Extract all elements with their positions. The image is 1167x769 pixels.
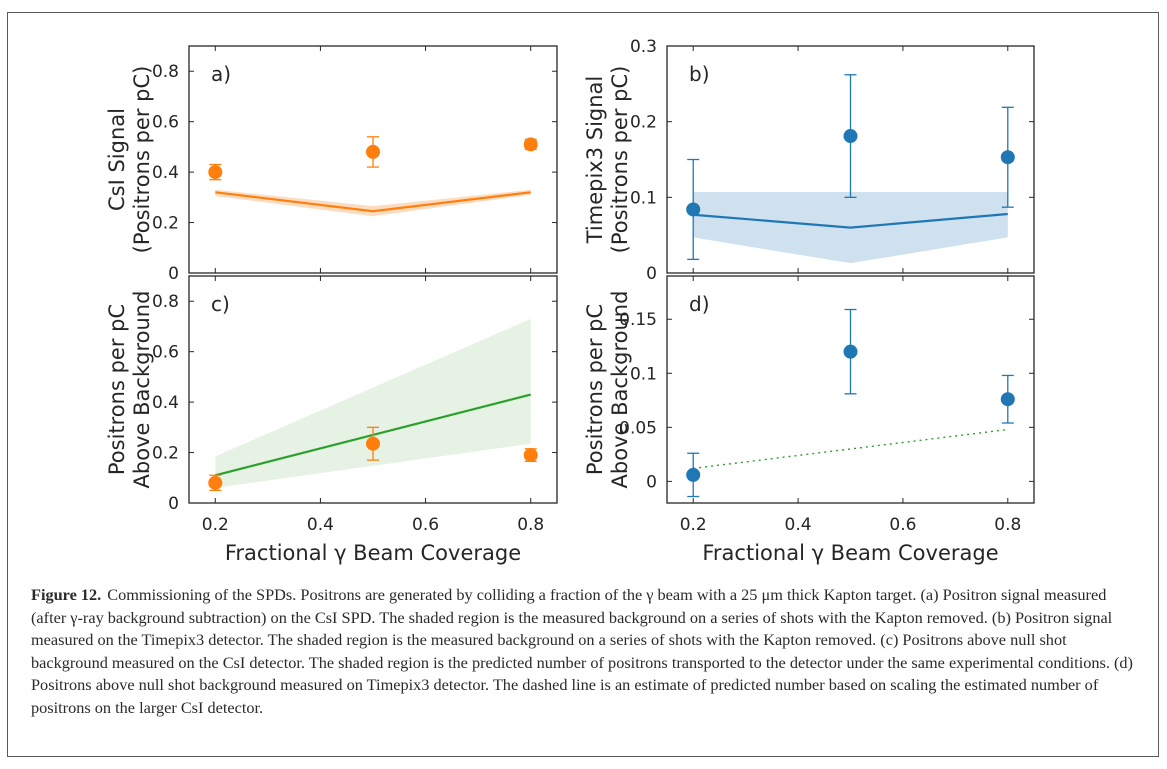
- panel-b-ytick-label: 0: [646, 264, 657, 284]
- panel-c-ytick-label: 0: [168, 494, 179, 514]
- panel-a-ylabel-line: CsI Signal: [105, 108, 129, 211]
- panel-b-data-point: [1000, 150, 1015, 165]
- panel-a-ytick-label: 0.4: [152, 163, 179, 183]
- panel-c-ytick-label: 0.6: [152, 343, 179, 363]
- panel-d-xtick-label: 0.6: [889, 515, 916, 535]
- panel-b-axes: [666, 45, 1035, 274]
- caption-text: Commissioning of the SPDs. Positrons are…: [31, 585, 1133, 717]
- panel-c-axes: [188, 275, 558, 504]
- panel-a-data-point: [523, 137, 538, 152]
- figure-caption: Figure 12. Commissioning of the SPDs. Pos…: [31, 584, 1141, 719]
- panel-b-ylabel-line: Timepix3 Signal: [583, 76, 607, 245]
- panel-d-model-line: [693, 428, 1008, 470]
- panel-d-ylabel-line: Above Background: [608, 291, 632, 489]
- panel-d-data-point: [1000, 392, 1015, 407]
- panel-b-label: b): [689, 62, 710, 86]
- panel-b-data-point: [843, 129, 858, 144]
- panel-b-data-point: [686, 202, 701, 217]
- panel-b-ylabel-line: (Positrons per pC): [608, 66, 632, 254]
- panel-d-xtick-label: 0.4: [785, 515, 812, 535]
- figure-frame: [7, 12, 1159, 757]
- panel-a-model-line: [215, 191, 531, 213]
- figure-plots: 00.20.40.60.8 a)CsI Signal (Positrons per …: [105, 37, 1035, 565]
- panel-a-ytick-label: 0.6: [152, 113, 179, 133]
- caption-label: Figure 12.: [31, 585, 102, 604]
- panel-a-ytick-label: 0: [168, 264, 179, 284]
- panel-b-ytick-label: 0.3: [630, 37, 657, 57]
- panel-d-xtick-label: 0.2: [680, 515, 707, 535]
- panel-d-ytick-label: 0.15: [619, 310, 657, 330]
- panel-a-data-point: [208, 165, 223, 180]
- panel-c-xlabel: Fractional γ Beam Coverage: [225, 541, 521, 565]
- panel-c-xtick-label: 0.6: [412, 515, 439, 535]
- panel-d-xlabel: Fractional γ Beam Coverage: [702, 541, 998, 565]
- panel-c-ytick-label: 0.2: [152, 444, 179, 464]
- panel-a-axes: [188, 45, 558, 274]
- panel-b-ytick-label: 0.1: [630, 188, 657, 208]
- panel-c-xtick-label: 0.2: [202, 515, 229, 535]
- panel-c-ylabel-line: Positrons per pC: [105, 304, 129, 475]
- panel-d-ytick-label: 0: [646, 472, 657, 492]
- panel-c-ytick-label: 0.4: [152, 393, 179, 413]
- panel-c-data-point: [523, 448, 538, 463]
- panel-c-data-point: [208, 475, 223, 490]
- panel-d-xtick-label: 0.8: [994, 515, 1021, 535]
- panel-b-model-line: [693, 212, 1008, 229]
- panel-c-ylabel-line: Above Background: [130, 291, 154, 489]
- panel-d-ylabel-line: Positrons per pC: [583, 304, 607, 475]
- panel-d-ytick-label: 0.1: [630, 364, 657, 384]
- panel-a-ytick-label: 0.8: [152, 62, 179, 82]
- panel-d-axes: [666, 275, 1035, 504]
- panel-c-xtick-label: 0.4: [307, 515, 334, 535]
- panel-b-ytick-label: 0.2: [630, 113, 657, 133]
- panel-a-ylabel-line: (Positrons per pC): [130, 66, 154, 254]
- panel-c-label: c): [211, 292, 230, 316]
- panel-a-data-point: [366, 144, 380, 159]
- panel-d-data-point: [843, 344, 858, 359]
- panel-d-ytick-label: 0.05: [619, 418, 657, 438]
- panel-c-ytick-label: 0.8: [152, 292, 179, 312]
- panel-c-band: [215, 318, 531, 488]
- panel-c-xtick-label: 0.8: [517, 515, 544, 535]
- panel-c-data-point: [366, 436, 380, 451]
- panel-a-ytick-label: 0.2: [152, 214, 179, 234]
- panel-d-label: d): [689, 292, 710, 316]
- panel-d-data-point: [686, 467, 701, 482]
- panel-a-label: a): [211, 62, 231, 86]
